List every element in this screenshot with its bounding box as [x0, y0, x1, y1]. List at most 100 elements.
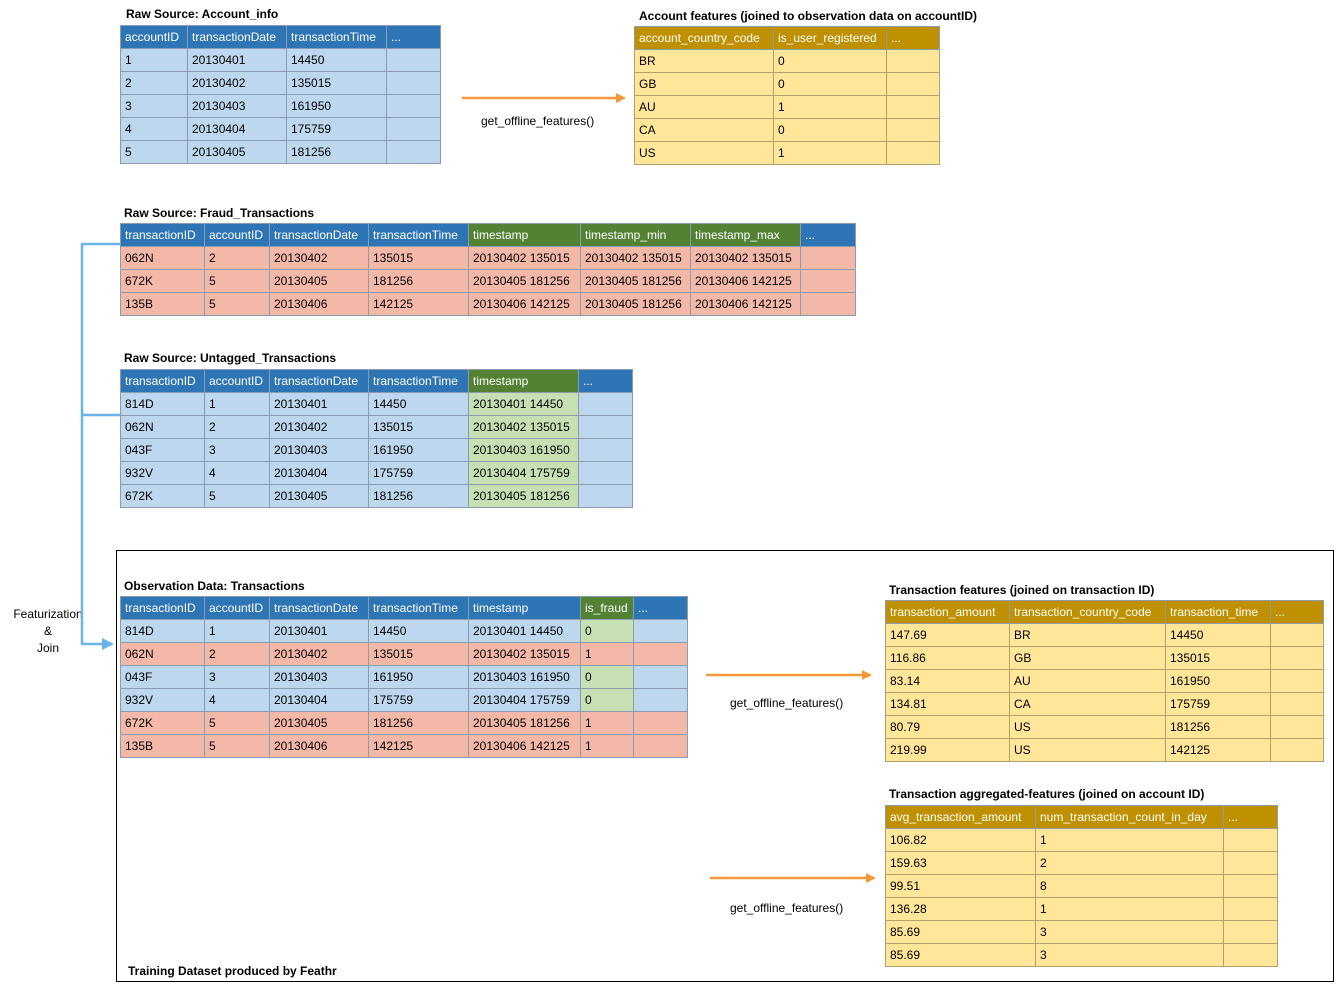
- table-row: 672K 5 20130405 181256 20130405 181256 1: [120, 711, 688, 735]
- table-row: 2 20130402 135015: [120, 71, 441, 95]
- table-row: 159.63 2: [885, 851, 1278, 875]
- table-cell: 20130405 181256: [580, 292, 691, 316]
- table-cell: 5: [120, 140, 188, 164]
- table-cell: 136.28: [885, 897, 1036, 921]
- header-cell: accountID: [204, 596, 270, 620]
- training-dataset-box: [116, 550, 1334, 982]
- table-cell: [800, 246, 856, 270]
- table-cell: 106.82: [885, 828, 1036, 852]
- table-cell: 672K: [120, 711, 205, 735]
- header-cell: is_user_registered: [773, 26, 887, 50]
- table-cell: [886, 118, 940, 142]
- table-cell: [1270, 623, 1324, 647]
- table-cell: 181256: [286, 140, 387, 164]
- table-cell: 5: [204, 484, 270, 508]
- account-info-title: Raw Source: Account_info: [126, 7, 279, 21]
- table-cell: [886, 49, 940, 73]
- untagged-transactions-table: transactionID accountID transactionDate …: [120, 369, 633, 508]
- header-cell: ...: [578, 369, 633, 393]
- header-cell: transactionDate: [269, 596, 369, 620]
- untagged-transactions-title: Raw Source: Untagged_Transactions: [124, 351, 337, 365]
- table-cell: 20130406: [269, 292, 369, 316]
- table-row: 136.28 1: [885, 897, 1278, 921]
- table-row: 1 20130401 14450: [120, 48, 441, 72]
- table-cell: [800, 292, 856, 316]
- header-cell: timestamp: [468, 369, 579, 393]
- table-cell: 20130405 181256: [468, 711, 581, 735]
- table-row: 814D 1 20130401 14450 20130401 14450 0: [120, 619, 688, 643]
- header-cell: accountID: [120, 25, 188, 49]
- table-row: 80.79 US 181256: [885, 715, 1324, 739]
- table-cell: 932V: [120, 688, 205, 712]
- observation-title: Observation Data: Transactions: [124, 579, 305, 593]
- header-cell: timestamp_min: [580, 223, 691, 247]
- table-cell: 0: [580, 665, 634, 689]
- get-offline-features-label-3: get_offline_features(): [730, 901, 844, 915]
- table-row: 147.69 BR 14450: [885, 623, 1324, 647]
- table-cell: 14450: [1165, 623, 1271, 647]
- table-cell: [633, 734, 688, 758]
- header-cell: transaction_time: [1165, 600, 1271, 624]
- header-cell: accountID: [204, 223, 270, 247]
- table-cell: 814D: [120, 619, 205, 643]
- table-row: 814D 1 20130401 14450 20130401 14450: [120, 392, 633, 416]
- table-cell: [578, 484, 633, 508]
- header-cell: ...: [633, 596, 688, 620]
- table-cell: 159.63: [885, 851, 1036, 875]
- table-row: 134.81 CA 175759: [885, 692, 1324, 716]
- table-row: 043F 3 20130403 161950 20130403 161950 0: [120, 665, 688, 689]
- table-cell: 142125: [1165, 738, 1271, 762]
- table-cell: 062N: [120, 246, 205, 270]
- table-row: 135B 5 20130406 142125 20130406 142125 1: [120, 734, 688, 758]
- get-offline-features-label-2: get_offline_features(): [730, 696, 844, 710]
- table-cell: US: [1009, 738, 1166, 762]
- table-row: 106.82 1: [885, 828, 1278, 852]
- table-row: 116.86 GB 135015: [885, 646, 1324, 670]
- featurization-label: Featurization & Join: [2, 606, 94, 657]
- table-cell: 20130402: [187, 71, 287, 95]
- header-cell: accountID: [204, 369, 270, 393]
- table-cell: 20130405 181256: [468, 269, 581, 293]
- table-cell: 20130403 161950: [468, 438, 579, 462]
- header-cell: transactionID: [120, 223, 205, 247]
- table-cell: 135015: [286, 71, 387, 95]
- table-cell: 20130402: [269, 246, 369, 270]
- header-cell: transactionDate: [187, 25, 287, 49]
- table-cell: 20130402 135015: [468, 246, 581, 270]
- table-cell: GB: [1009, 646, 1166, 670]
- table-cell: [386, 117, 441, 141]
- table-row: 99.51 8: [885, 874, 1278, 898]
- table-cell: 175759: [1165, 692, 1271, 716]
- table-cell: 175759: [368, 461, 469, 485]
- transaction-features-table: transaction_amount transaction_country_c…: [885, 600, 1324, 762]
- table-cell: 181256: [368, 269, 469, 293]
- table-cell: [1223, 943, 1278, 967]
- header-cell: ...: [1223, 805, 1278, 829]
- table-cell: 20130406 142125: [690, 269, 801, 293]
- table-cell: 814D: [120, 392, 205, 416]
- header-cell: transactionID: [120, 596, 205, 620]
- table-cell: 135B: [120, 734, 205, 758]
- table-cell: 20130403 161950: [468, 665, 581, 689]
- table-cell: 5: [204, 292, 270, 316]
- table-row: 5 20130405 181256: [120, 140, 441, 164]
- table-row: 672K 5 20130405 181256 20130405 181256: [120, 484, 633, 508]
- header-cell: ...: [386, 25, 441, 49]
- table-cell: 043F: [120, 665, 205, 689]
- table-cell: 20130405: [269, 711, 369, 735]
- table-cell: 20130406 142125: [468, 292, 581, 316]
- table-cell: 83.14: [885, 669, 1010, 693]
- table-cell: 20130405: [269, 269, 369, 293]
- fraud-transactions-title: Raw Source: Fraud_Transactions: [124, 206, 315, 220]
- table-cell: 3: [204, 438, 270, 462]
- table-cell: 116.86: [885, 646, 1010, 670]
- table-row: 219.99 US 142125: [885, 738, 1324, 762]
- table-cell: 20130402: [269, 642, 369, 666]
- table-cell: [386, 48, 441, 72]
- table-row: 672K 5 20130405 181256 20130405 181256 2…: [120, 269, 856, 293]
- account-features-title: Account features (joined to observation …: [639, 9, 978, 23]
- header-cell: transactionTime: [368, 369, 469, 393]
- table-cell: 20130404 175759: [468, 461, 579, 485]
- account-info-table: accountID transactionDate transactionTim…: [120, 25, 441, 164]
- table-cell: [1270, 646, 1324, 670]
